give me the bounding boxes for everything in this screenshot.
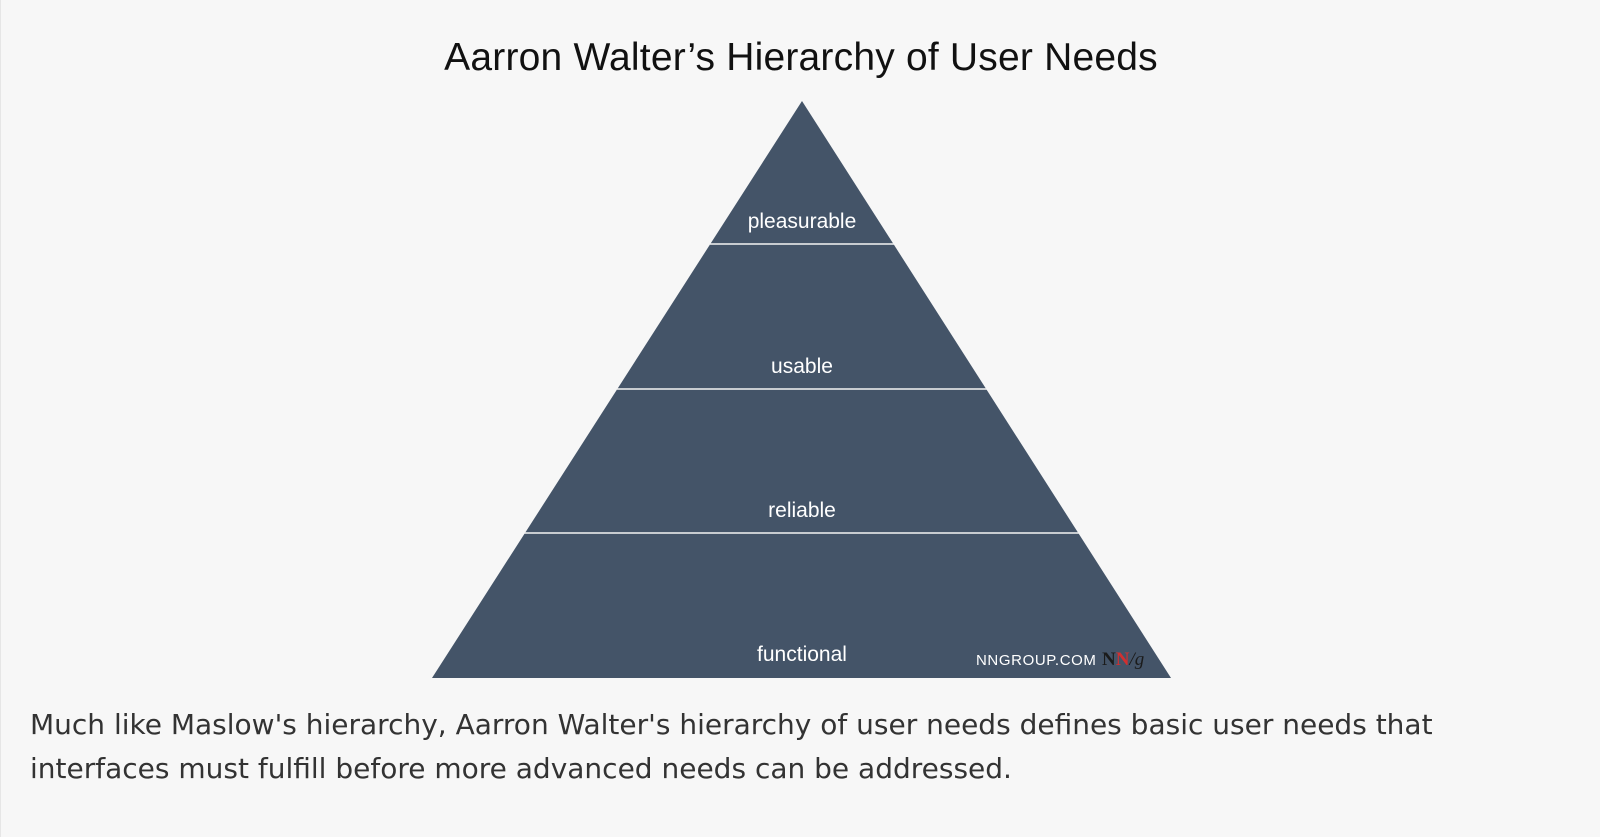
nng-logo: NN/g bbox=[1102, 649, 1144, 670]
logo-g: /g bbox=[1128, 649, 1144, 670]
figure-caption: Much like Maslow's hierarchy, Aarron Wal… bbox=[30, 708, 1433, 785]
brand-site-text: NNGROUP.COM bbox=[976, 652, 1097, 669]
tier-label-usable: usable bbox=[771, 355, 833, 378]
svg-text:NN/g: NN/g bbox=[1102, 649, 1144, 670]
logo-n-dark: N bbox=[1102, 649, 1116, 670]
tier-label-pleasurable: pleasurable bbox=[748, 210, 857, 233]
logo-n-red: N bbox=[1116, 649, 1130, 670]
tier-label-functional: functional bbox=[757, 643, 847, 666]
tier-label-reliable: reliable bbox=[768, 499, 836, 522]
diagram-title: Aarron Walter’s Hierarchy of User Needs bbox=[444, 36, 1158, 79]
